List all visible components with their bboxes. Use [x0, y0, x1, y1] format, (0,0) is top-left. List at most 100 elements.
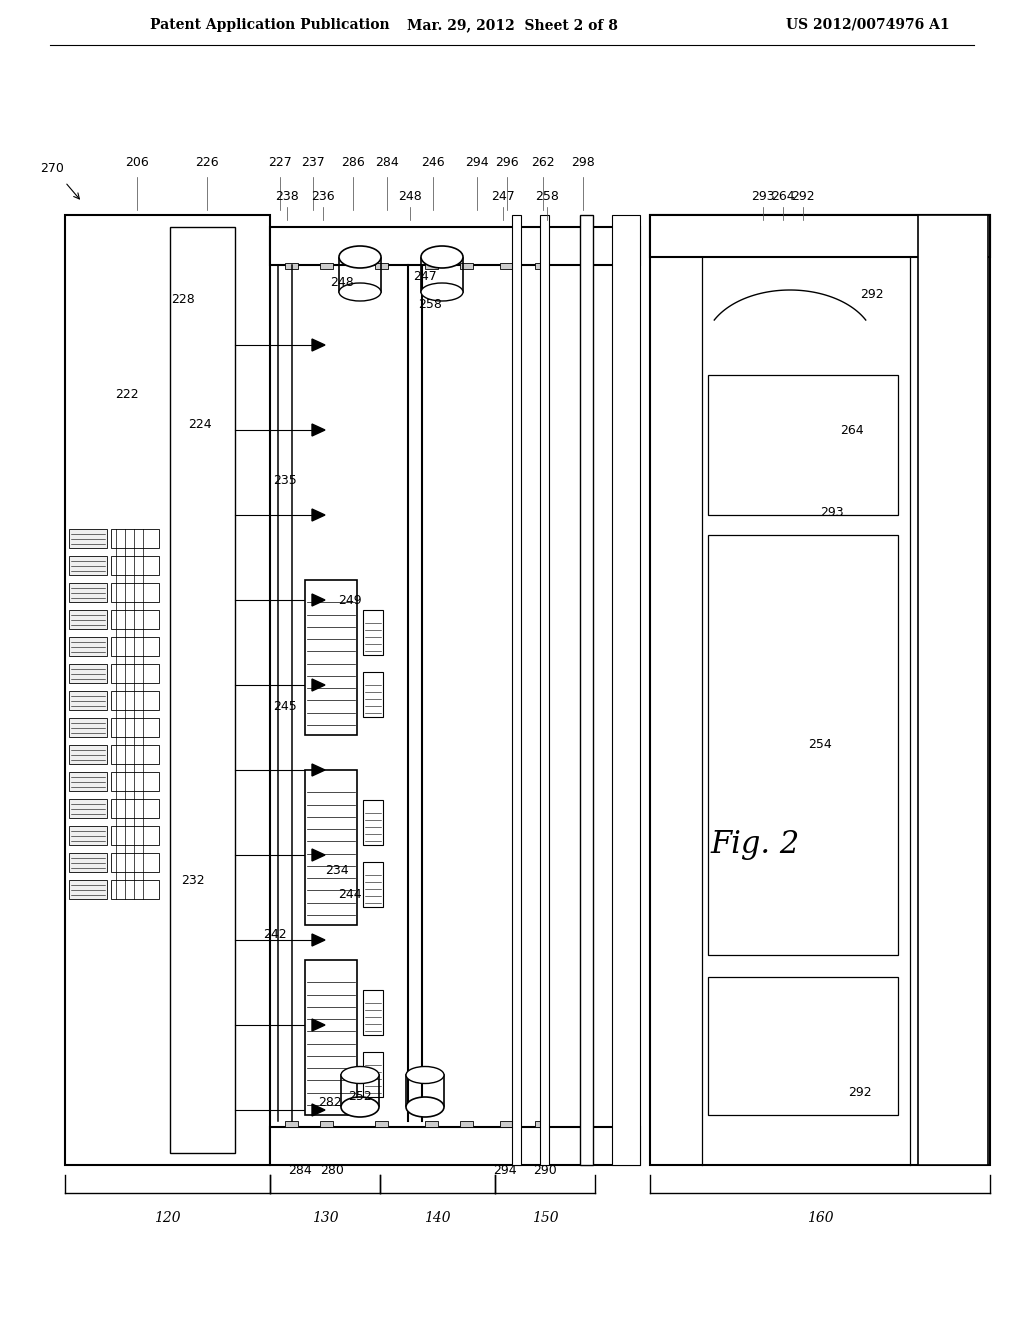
Bar — [65, 215, 270, 1166]
Bar — [512, 215, 521, 1166]
Text: 236: 236 — [311, 190, 335, 203]
Bar — [69, 690, 106, 710]
Text: 293: 293 — [752, 190, 775, 203]
Bar — [580, 263, 593, 269]
Ellipse shape — [421, 282, 463, 301]
Text: 130: 130 — [311, 1210, 338, 1225]
Bar — [69, 610, 106, 630]
Bar — [111, 529, 159, 548]
Text: 258: 258 — [536, 190, 559, 203]
Text: 294: 294 — [494, 1163, 517, 1176]
Polygon shape — [312, 849, 325, 861]
Bar — [111, 690, 159, 710]
Text: 280: 280 — [321, 1163, 344, 1176]
Bar — [111, 799, 159, 818]
Text: 160: 160 — [807, 1210, 834, 1225]
Bar — [69, 772, 106, 791]
Text: 246: 246 — [421, 157, 444, 169]
Text: 292: 292 — [848, 1086, 871, 1100]
Text: 235: 235 — [273, 474, 297, 487]
Bar — [580, 215, 593, 1166]
Bar — [111, 880, 159, 899]
Text: 248: 248 — [330, 276, 354, 289]
Bar — [650, 215, 990, 1166]
Bar — [319, 263, 333, 269]
Text: 227: 227 — [268, 157, 292, 169]
Text: 237: 237 — [301, 157, 325, 169]
Text: 270: 270 — [40, 161, 63, 174]
Text: 264: 264 — [840, 424, 864, 437]
Text: 254: 254 — [808, 738, 831, 751]
Bar — [375, 263, 388, 269]
Text: 232: 232 — [181, 874, 205, 887]
Text: 262: 262 — [531, 157, 555, 169]
Text: 284: 284 — [288, 1163, 312, 1176]
Text: 247: 247 — [492, 190, 515, 203]
Polygon shape — [312, 510, 325, 521]
Text: 242: 242 — [263, 928, 287, 941]
Bar — [285, 263, 298, 269]
Bar — [69, 853, 106, 873]
Text: 222: 222 — [115, 388, 139, 401]
Bar — [305, 960, 357, 1115]
Bar — [500, 263, 513, 269]
Text: 292: 292 — [860, 289, 884, 301]
Text: 292: 292 — [792, 190, 815, 203]
Text: 224: 224 — [188, 418, 212, 432]
Ellipse shape — [341, 1097, 379, 1117]
Bar — [69, 718, 106, 737]
Text: 284: 284 — [375, 157, 399, 169]
Bar — [305, 770, 357, 925]
Bar — [425, 1121, 438, 1127]
Bar — [460, 1121, 473, 1127]
Bar — [69, 583, 106, 602]
Bar — [460, 263, 473, 269]
Ellipse shape — [339, 246, 381, 268]
Bar — [425, 263, 438, 269]
Text: 228: 228 — [171, 293, 195, 306]
Bar — [111, 583, 159, 602]
Bar — [170, 227, 234, 1152]
Polygon shape — [312, 339, 325, 351]
Bar — [362, 672, 383, 717]
Ellipse shape — [406, 1067, 444, 1084]
Text: 244: 244 — [338, 888, 361, 902]
Text: 298: 298 — [571, 157, 595, 169]
Text: 286: 286 — [341, 157, 365, 169]
Bar — [69, 529, 106, 548]
Polygon shape — [312, 1019, 325, 1031]
Text: 258: 258 — [418, 298, 442, 312]
Bar — [362, 800, 383, 845]
Bar — [111, 718, 159, 737]
Bar — [362, 1052, 383, 1097]
Bar — [540, 215, 549, 1166]
Bar — [111, 664, 159, 682]
Bar — [111, 610, 159, 630]
Text: Fig. 2: Fig. 2 — [711, 829, 800, 861]
Bar — [111, 638, 159, 656]
Bar — [708, 375, 898, 515]
Text: 226: 226 — [196, 157, 219, 169]
Bar — [319, 1121, 333, 1127]
Text: 296: 296 — [496, 157, 519, 169]
Text: 234: 234 — [326, 863, 349, 876]
Bar — [362, 610, 383, 655]
Bar — [69, 664, 106, 682]
Ellipse shape — [339, 282, 381, 301]
Bar — [69, 638, 106, 656]
Ellipse shape — [341, 1067, 379, 1084]
Text: Mar. 29, 2012  Sheet 2 of 8: Mar. 29, 2012 Sheet 2 of 8 — [407, 18, 617, 32]
Polygon shape — [312, 935, 325, 946]
Text: 293: 293 — [820, 507, 844, 520]
Bar — [111, 853, 159, 873]
Text: 140: 140 — [424, 1210, 451, 1225]
Text: Patent Application Publication: Patent Application Publication — [150, 18, 389, 32]
Bar — [500, 1121, 513, 1127]
Bar — [650, 215, 990, 257]
Bar — [285, 1121, 298, 1127]
Polygon shape — [312, 1104, 325, 1115]
Text: 290: 290 — [534, 1163, 557, 1176]
Bar — [270, 1127, 640, 1166]
Bar — [535, 1121, 548, 1127]
Polygon shape — [312, 424, 325, 436]
